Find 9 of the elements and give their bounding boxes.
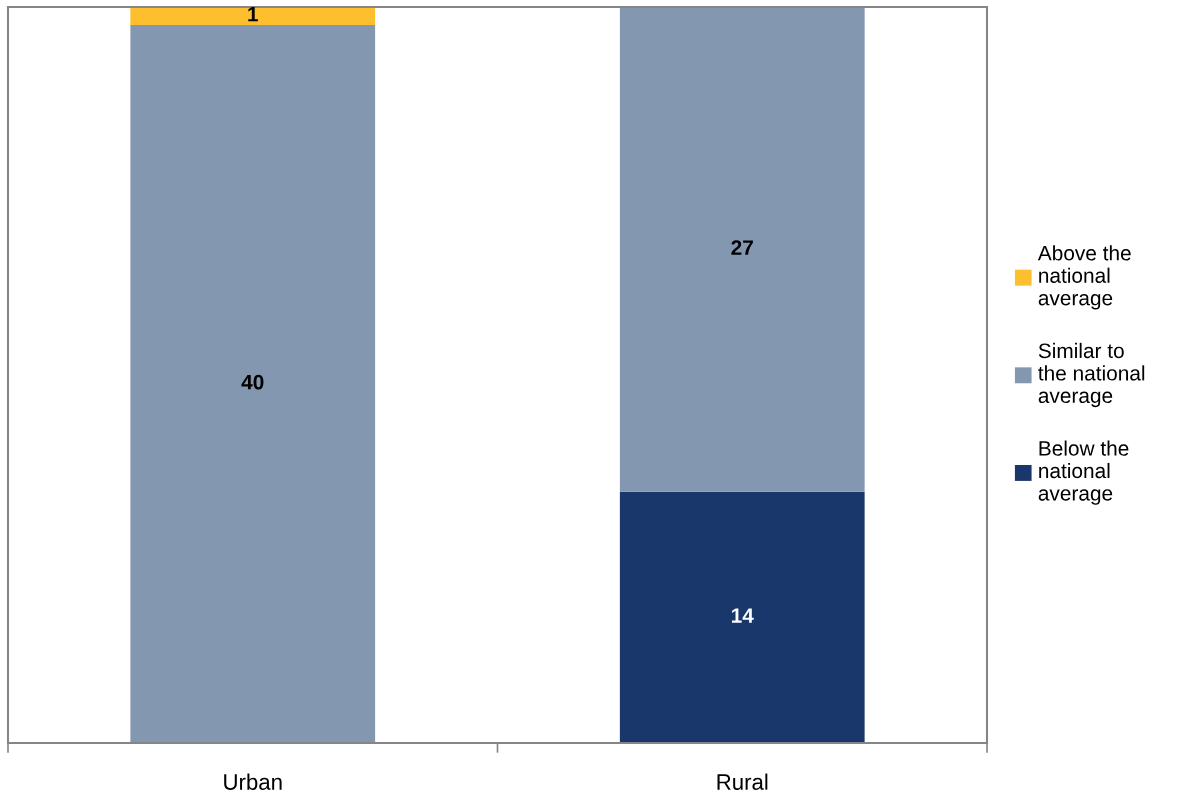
legend-label: Similar to the national average xyxy=(1038,342,1145,408)
x-tick-label: Urban xyxy=(224,773,282,790)
data-label: 14 xyxy=(731,608,754,623)
legend-label: Below the national average xyxy=(1038,440,1129,505)
x-tick-label: Rural xyxy=(717,773,768,790)
data-label: 27 xyxy=(731,240,753,255)
legend-label: Above the national average xyxy=(1037,245,1131,310)
data-label: 40 xyxy=(241,374,264,390)
data-label: 1 xyxy=(248,7,258,22)
